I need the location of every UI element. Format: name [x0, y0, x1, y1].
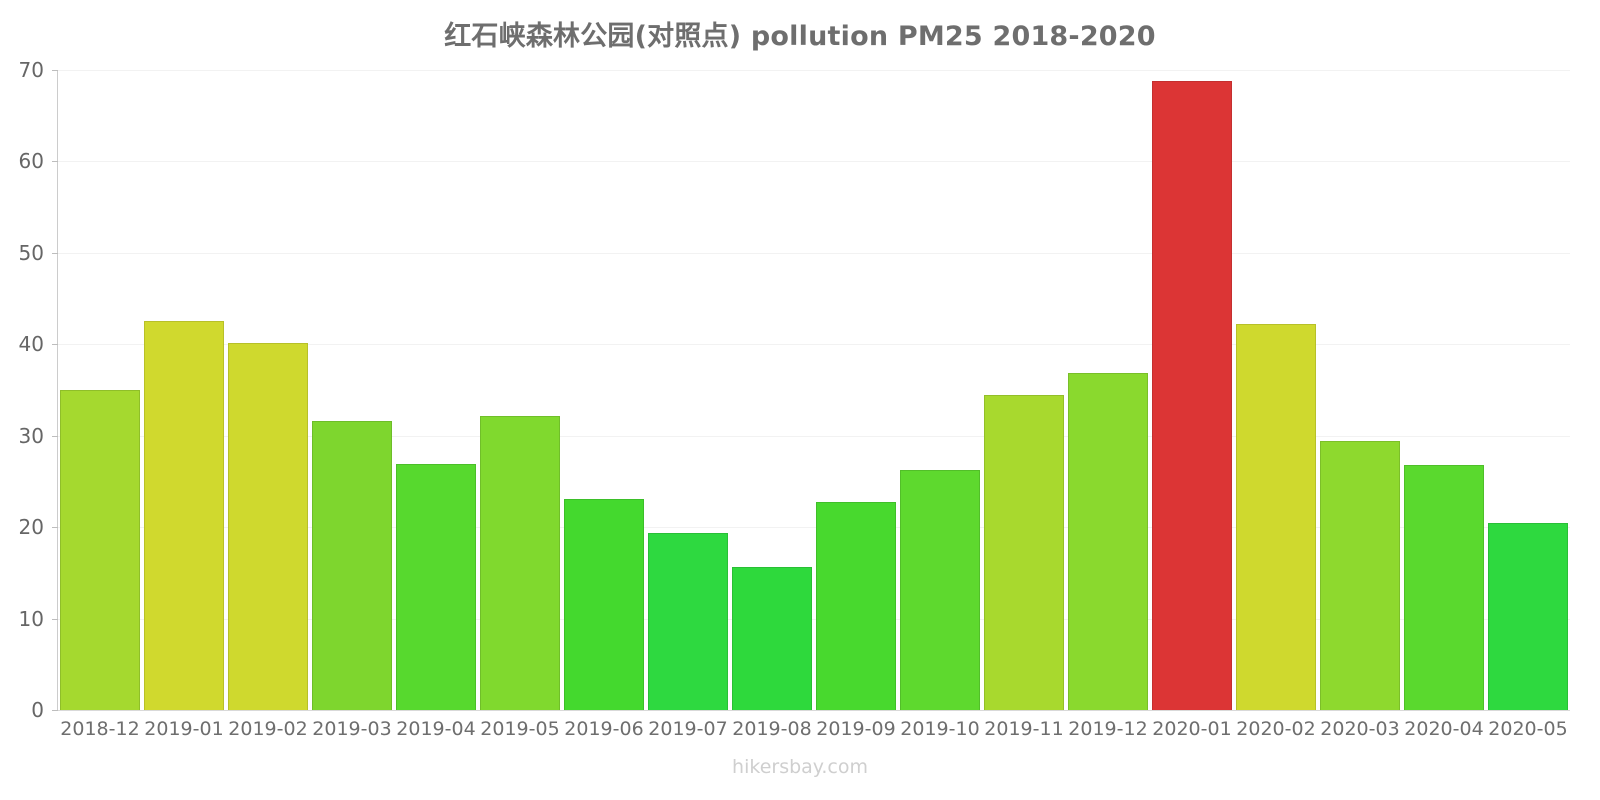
gridline [58, 619, 1570, 620]
y-axis-spine [57, 70, 58, 711]
bar-2019-11[interactable] [984, 394, 1064, 710]
x-axis-labels: 2018-12 2019-01 2019-02 2019-03 2019-04 2019-… [0, 718, 1600, 748]
bar-2019-01[interactable] [144, 320, 224, 710]
chart-title: 红石峡森林公园(对照点) pollution PM25 2018-2020 [444, 21, 1156, 52]
y-axis-tick-label: 30 [18, 423, 44, 448]
x-axis-tick-label: 2019-10 [900, 718, 980, 740]
bar-2019-06[interactable] [564, 498, 644, 710]
gridline [58, 161, 1570, 162]
bar-2020-02[interactable] [1236, 324, 1316, 710]
gridline [58, 253, 1570, 254]
bar-2018-12[interactable] [60, 390, 140, 710]
y-axis-tick-label: 0 [31, 698, 44, 722]
bar-2019-08[interactable] [732, 567, 812, 710]
x-axis-tick-label: 2019-03 [312, 718, 392, 740]
bar-2020-04[interactable] [1404, 464, 1484, 710]
y-axis-tick-label: 60 [18, 149, 44, 174]
y-axis-labels: 0 10 20 30 40 50 60 70 [0, 0, 44, 800]
gridline [58, 344, 1570, 345]
bar-2019-10[interactable] [900, 470, 980, 710]
y-axis-tick [52, 161, 58, 162]
x-axis-tick-label: 2018-12 [60, 718, 140, 740]
x-axis-tick-label: 2020-01 [1152, 718, 1232, 740]
x-axis-tick-label: 2020-03 [1320, 718, 1400, 740]
x-axis-tick-label: 2020-04 [1404, 718, 1484, 740]
x-axis-tick-label: 2019-04 [396, 718, 476, 740]
bar-2019-07[interactable] [648, 532, 728, 710]
bar-2020-03[interactable] [1320, 441, 1400, 710]
x-axis-tick-label: 2019-07 [648, 718, 728, 740]
y-axis-tick [52, 619, 58, 620]
y-axis-tick-label: 20 [18, 515, 44, 540]
gridline [58, 436, 1570, 437]
x-axis-tick-label: 2019-01 [144, 718, 224, 740]
bar-2019-04[interactable] [396, 464, 476, 710]
x-axis-tick-label: 2019-12 [1068, 718, 1148, 740]
y-axis-tick [52, 436, 58, 437]
y-axis-tick-label: 40 [18, 332, 44, 357]
x-axis-tick-label: 2019-09 [816, 718, 896, 740]
y-axis-tick [52, 344, 58, 345]
y-axis-tick-label: 10 [18, 606, 44, 631]
x-axis-tick-label: 2019-02 [228, 718, 308, 740]
y-axis-tick-label: 70 [18, 58, 44, 82]
bar-2019-09[interactable] [816, 502, 896, 710]
bar-2019-03[interactable] [312, 421, 392, 710]
gridline [58, 70, 1570, 71]
y-axis-tick [52, 710, 58, 711]
y-axis-tick-label: 50 [18, 240, 44, 265]
x-axis-tick-label: 2019-05 [480, 718, 560, 740]
gridline [58, 710, 1570, 711]
bar-2019-12[interactable] [1068, 372, 1148, 710]
x-axis-tick-label: 2020-05 [1488, 718, 1568, 740]
bar-2019-05[interactable] [480, 415, 560, 710]
y-axis-tick [52, 527, 58, 528]
footer-credit: hikersbay.com [732, 756, 868, 778]
y-axis-tick [52, 70, 58, 71]
x-axis-tick-label: 2019-08 [732, 718, 812, 740]
bar-2020-01[interactable] [1152, 80, 1232, 710]
y-axis-tick [52, 253, 58, 254]
bar-2020-05[interactable] [1488, 522, 1568, 710]
gridline [58, 527, 1570, 528]
bar-2019-02[interactable] [228, 343, 308, 710]
x-axis-tick-label: 2019-06 [564, 718, 644, 740]
x-axis-tick-label: 2020-02 [1236, 718, 1316, 740]
x-axis-tick-label: 2019-11 [984, 718, 1064, 740]
